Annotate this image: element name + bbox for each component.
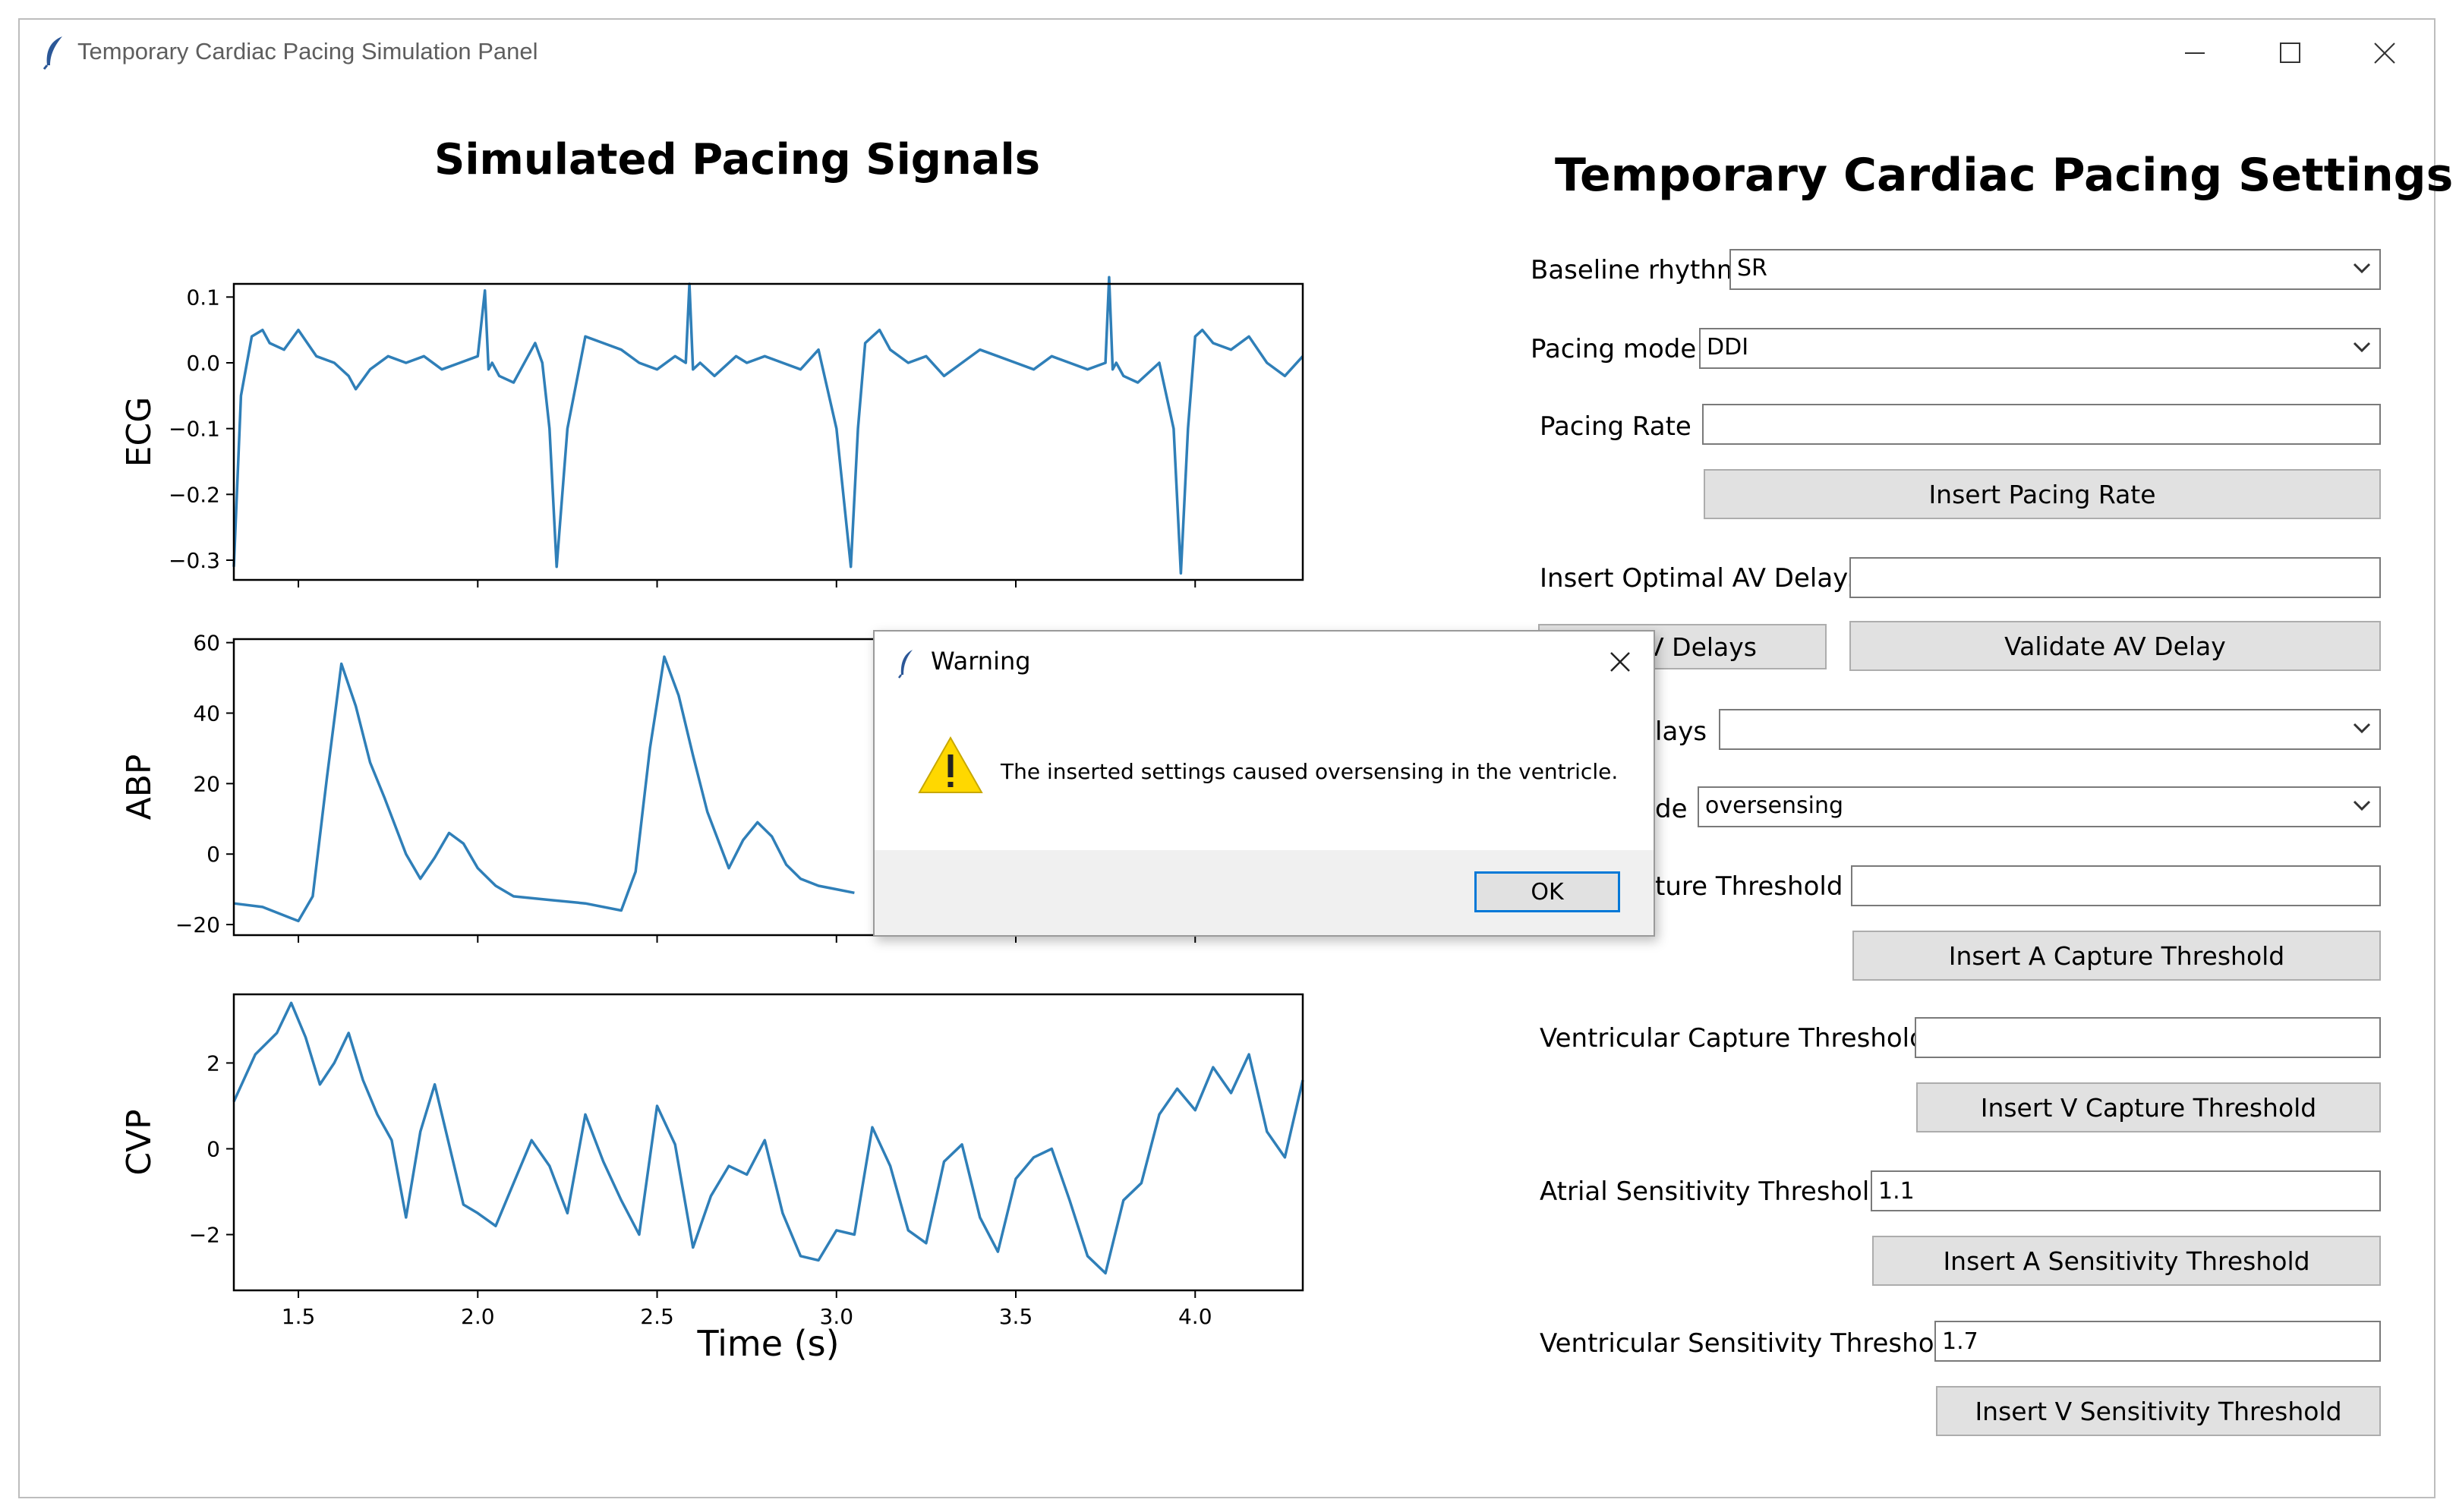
series-line — [233, 655, 855, 923]
insert-pacing-rate-button[interactable]: Insert Pacing Rate — [1704, 469, 2381, 519]
series-line — [232, 276, 1304, 575]
maximize-icon[interactable] — [2263, 30, 2316, 76]
mode-value: oversensing — [1705, 792, 1844, 819]
insert-a-sensitivity-threshold-button[interactable]: Insert A Sensitivity Threshold — [1872, 1236, 2381, 1286]
y-tick-label: 0.0 — [186, 351, 220, 376]
y-tick-label: 2 — [207, 1051, 220, 1076]
a-sensitivity-threshold-input[interactable] — [1871, 1170, 2381, 1211]
insert-v-sensitivity-threshold-button[interactable]: Insert V Sensitivity Threshold — [1936, 1386, 2381, 1436]
y-tick-label: −0.1 — [169, 417, 220, 442]
mode-select[interactable]: oversensing — [1698, 786, 2381, 827]
validate-av-delay-button[interactable]: Validate AV Delay — [1849, 621, 2381, 671]
x-tick-label: 1.5 — [282, 1304, 316, 1329]
delays-label: lays — [1655, 717, 1707, 747]
dialog-title: Warning — [931, 647, 1031, 676]
x-tick-label: 3.5 — [999, 1304, 1033, 1329]
x-axis-label: Time (s) — [696, 1323, 839, 1364]
y-tick-label: −20 — [175, 912, 220, 937]
axes-frame — [232, 993, 1304, 1292]
optimal-av-delay-input[interactable] — [1849, 557, 2381, 598]
feather-icon — [898, 650, 913, 679]
pacing-mode-label: Pacing mode — [1531, 334, 1697, 364]
baseline-rhythm-label: Baseline rhythm — [1531, 255, 1742, 285]
dialog-message: The inserted settings caused oversensing… — [1001, 759, 1619, 784]
y-axis-label: ECG — [120, 397, 159, 468]
x-tick-label: 2.5 — [640, 1304, 674, 1329]
title-bar: Temporary Cardiac Pacing Simulation Pane… — [20, 20, 2434, 88]
minimize-icon[interactable] — [2168, 30, 2221, 76]
a-capture-threshold-label: ture Threshold — [1655, 871, 1843, 902]
settings-title: Temporary Cardiac Pacing Settings — [1555, 149, 2454, 202]
insert-a-capture-threshold-button[interactable]: Insert A Capture Threshold — [1852, 931, 2381, 981]
feather-icon — [43, 36, 62, 70]
plots-title: Simulated Pacing Signals — [434, 135, 1041, 184]
y-tick-label: 40 — [193, 701, 220, 726]
x-tick-label: 4.0 — [1178, 1304, 1212, 1329]
pacing-mode-select[interactable]: DDI — [1699, 328, 2381, 369]
y-axis-label: CVP — [120, 1109, 159, 1175]
v-capture-threshold-label: Ventricular Capture Threshold — [1540, 1023, 1926, 1054]
axes-frame — [232, 282, 1304, 581]
mode-label: de — [1655, 794, 1688, 824]
ok-button[interactable]: OK — [1474, 871, 1620, 912]
y-tick-label: 0 — [207, 1136, 220, 1161]
v-capture-threshold-input[interactable] — [1915, 1017, 2381, 1058]
y-tick-label: 0 — [207, 842, 220, 867]
series-line — [232, 1001, 1304, 1275]
warning-icon — [918, 736, 983, 793]
close-icon[interactable] — [1603, 645, 1637, 679]
baseline-rhythm-select[interactable]: SR — [1729, 249, 2381, 290]
chevron-down-icon — [2353, 800, 2371, 811]
y-tick-label: 0.1 — [186, 285, 220, 310]
y-tick-label: −0.2 — [169, 482, 220, 507]
x-tick-label: 3.0 — [820, 1304, 854, 1329]
a-sensitivity-threshold-label: Atrial Sensitivity Threshold — [1540, 1177, 1886, 1207]
chevron-down-icon — [2353, 723, 2371, 734]
y-tick-label: 20 — [193, 771, 220, 796]
chevron-down-icon — [2353, 342, 2371, 353]
window-title: Temporary Cardiac Pacing Simulation Pane… — [77, 38, 538, 65]
v-sensitivity-threshold-label: Ventricular Sensitivity Threshold — [1540, 1328, 1958, 1359]
a-capture-threshold-input[interactable] — [1851, 865, 2381, 906]
x-tick-label: 2.0 — [461, 1304, 495, 1329]
y-tick-label: −2 — [189, 1223, 220, 1248]
signal-charts: 0.10.0−0.1−0.2−0.3ECG6040200−20ABP20−21.… — [120, 276, 1304, 1364]
warning-dialog: Warning The inserted settings caused ove… — [873, 630, 1655, 937]
y-tick-label: 60 — [193, 631, 220, 656]
v-sensitivity-threshold-input[interactable] — [1934, 1321, 2381, 1362]
insert-v-capture-threshold-button[interactable]: Insert V Capture Threshold — [1916, 1082, 2381, 1132]
pacing-rate-input[interactable] — [1702, 404, 2381, 445]
y-tick-label: −0.3 — [169, 548, 220, 573]
pacing-rate-label: Pacing Rate — [1540, 411, 1691, 442]
chevron-down-icon — [2353, 263, 2371, 274]
close-icon[interactable] — [2358, 30, 2411, 76]
pacing-mode-value: DDI — [1707, 334, 1749, 361]
delays-select[interactable] — [1719, 709, 2381, 750]
baseline-rhythm-value: SR — [1737, 255, 1767, 282]
y-axis-label: ABP — [120, 754, 159, 821]
optimal-av-delay-label: Insert Optimal AV Delay: — [1540, 563, 1855, 594]
